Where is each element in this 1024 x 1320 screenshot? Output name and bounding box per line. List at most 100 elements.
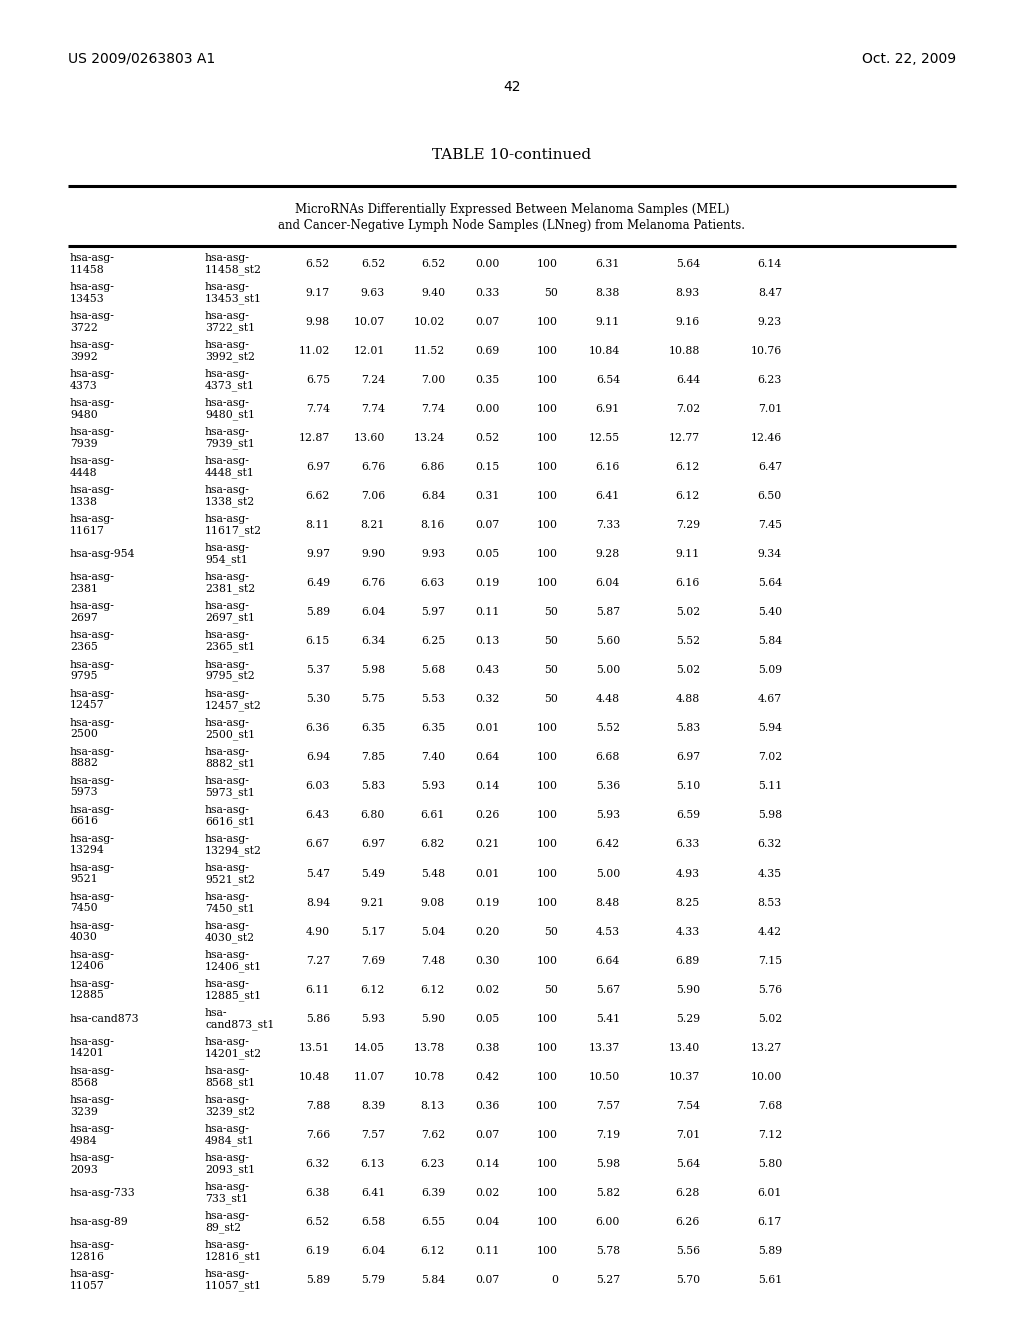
- Text: hsa-asg-: hsa-asg-: [70, 921, 115, 931]
- Text: 4448_st1: 4448_st1: [205, 467, 255, 478]
- Text: 6.12: 6.12: [360, 985, 385, 995]
- Text: 6.63: 6.63: [421, 578, 445, 589]
- Text: 5.11: 5.11: [758, 781, 782, 792]
- Text: hsa-asg-: hsa-asg-: [205, 747, 250, 756]
- Text: 9.40: 9.40: [421, 288, 445, 298]
- Text: 6.68: 6.68: [596, 752, 620, 763]
- Text: hsa-asg-: hsa-asg-: [70, 312, 115, 321]
- Text: 6.12: 6.12: [421, 1246, 445, 1255]
- Text: 0.52: 0.52: [476, 433, 500, 444]
- Text: 8882_st1: 8882_st1: [205, 758, 255, 768]
- Text: hsa-asg-: hsa-asg-: [70, 950, 115, 960]
- Text: 5.89: 5.89: [758, 1246, 782, 1255]
- Text: 5.93: 5.93: [596, 810, 620, 821]
- Text: hsa-asg-: hsa-asg-: [205, 689, 250, 698]
- Text: 2093: 2093: [70, 1164, 98, 1175]
- Text: hsa-asg-: hsa-asg-: [205, 1067, 250, 1076]
- Text: 6.39: 6.39: [421, 1188, 445, 1197]
- Text: 14201_st2: 14201_st2: [205, 1048, 262, 1059]
- Text: 9.21: 9.21: [360, 898, 385, 908]
- Text: 10.78: 10.78: [414, 1072, 445, 1081]
- Text: 5.89: 5.89: [306, 607, 330, 618]
- Text: 7.74: 7.74: [361, 404, 385, 414]
- Text: 100: 100: [537, 1246, 558, 1255]
- Text: 7.62: 7.62: [421, 1130, 445, 1139]
- Text: hsa-asg-: hsa-asg-: [205, 457, 250, 466]
- Text: 7.66: 7.66: [306, 1130, 330, 1139]
- Text: 5.98: 5.98: [596, 1159, 620, 1168]
- Text: 0.30: 0.30: [475, 956, 500, 966]
- Text: 0.00: 0.00: [475, 259, 500, 269]
- Text: 6.00: 6.00: [596, 1217, 620, 1226]
- Text: 8568: 8568: [70, 1077, 98, 1088]
- Text: 9.23: 9.23: [758, 317, 782, 327]
- Text: hsa-asg-: hsa-asg-: [70, 1269, 115, 1279]
- Text: 6.12: 6.12: [676, 462, 700, 473]
- Text: 8.21: 8.21: [360, 520, 385, 531]
- Text: 5.90: 5.90: [676, 985, 700, 995]
- Text: 6.97: 6.97: [360, 840, 385, 850]
- Text: hsa-asg-: hsa-asg-: [205, 1094, 250, 1105]
- Text: 12.46: 12.46: [751, 433, 782, 444]
- Text: 100: 100: [537, 1014, 558, 1023]
- Text: 6.91: 6.91: [596, 404, 620, 414]
- Text: 6.52: 6.52: [306, 259, 330, 269]
- Text: 5.30: 5.30: [306, 694, 330, 705]
- Text: hsa-asg-: hsa-asg-: [70, 370, 115, 379]
- Text: 5.04: 5.04: [421, 927, 445, 937]
- Text: 4.53: 4.53: [596, 927, 620, 937]
- Text: 5.48: 5.48: [421, 869, 445, 879]
- Text: 9.08: 9.08: [421, 898, 445, 908]
- Text: 7450_st1: 7450_st1: [205, 903, 255, 913]
- Text: 6.54: 6.54: [596, 375, 620, 385]
- Text: 50: 50: [544, 927, 558, 937]
- Text: 7.45: 7.45: [758, 520, 782, 531]
- Text: 12.77: 12.77: [669, 433, 700, 444]
- Text: 50: 50: [544, 607, 558, 618]
- Text: 50: 50: [544, 636, 558, 647]
- Text: 6616: 6616: [70, 816, 98, 826]
- Text: 100: 100: [537, 752, 558, 763]
- Text: 100: 100: [537, 840, 558, 850]
- Text: 6.32: 6.32: [305, 1159, 330, 1168]
- Text: 5.09: 5.09: [758, 665, 782, 676]
- Text: 11057: 11057: [70, 1280, 104, 1291]
- Text: hsa-asg-: hsa-asg-: [70, 515, 115, 524]
- Text: 7.19: 7.19: [596, 1130, 620, 1139]
- Text: 6.13: 6.13: [360, 1159, 385, 1168]
- Text: hsa-asg-: hsa-asg-: [70, 1152, 115, 1163]
- Text: hsa-asg-: hsa-asg-: [70, 486, 115, 495]
- Text: 733_st1: 733_st1: [205, 1193, 248, 1204]
- Text: 0.05: 0.05: [476, 549, 500, 560]
- Text: 7450: 7450: [70, 903, 97, 913]
- Text: 0.26: 0.26: [475, 810, 500, 821]
- Text: 12816_st1: 12816_st1: [205, 1251, 262, 1262]
- Text: 5973: 5973: [70, 787, 97, 797]
- Text: 13.24: 13.24: [414, 433, 445, 444]
- Text: 6.23: 6.23: [758, 375, 782, 385]
- Text: 0.14: 0.14: [476, 1159, 500, 1168]
- Text: 8882: 8882: [70, 758, 98, 768]
- Text: 0.31: 0.31: [475, 491, 500, 502]
- Text: 0.01: 0.01: [475, 869, 500, 879]
- Text: 4373_st1: 4373_st1: [205, 380, 255, 391]
- Text: 4.67: 4.67: [758, 694, 782, 705]
- Text: 4.33: 4.33: [676, 927, 700, 937]
- Text: 6.12: 6.12: [676, 491, 700, 502]
- Text: 5.83: 5.83: [360, 781, 385, 792]
- Text: 11458: 11458: [70, 265, 104, 275]
- Text: 7.02: 7.02: [758, 752, 782, 763]
- Text: 6.34: 6.34: [360, 636, 385, 647]
- Text: 7.01: 7.01: [758, 404, 782, 414]
- Text: 4030_st2: 4030_st2: [205, 932, 255, 942]
- Text: 3239_st2: 3239_st2: [205, 1106, 255, 1117]
- Text: Oct. 22, 2009: Oct. 22, 2009: [862, 51, 956, 66]
- Text: 50: 50: [544, 694, 558, 705]
- Text: 13453_st1: 13453_st1: [205, 293, 262, 304]
- Text: 6.38: 6.38: [305, 1188, 330, 1197]
- Text: 5.82: 5.82: [596, 1188, 620, 1197]
- Text: 6.33: 6.33: [676, 840, 700, 850]
- Text: 7.54: 7.54: [676, 1101, 700, 1110]
- Text: 8.38: 8.38: [596, 288, 620, 298]
- Text: 5.75: 5.75: [361, 694, 385, 705]
